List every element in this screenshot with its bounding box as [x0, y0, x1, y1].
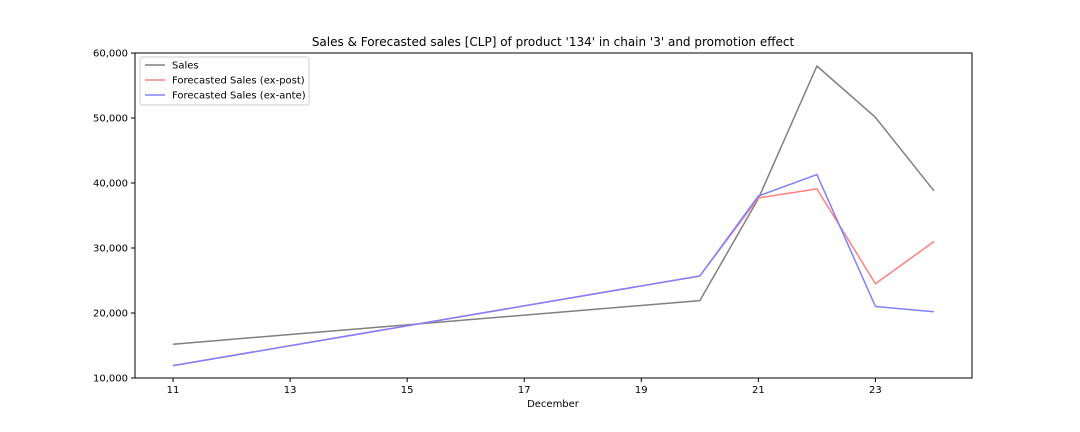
x-tick-label: 23 — [869, 385, 882, 396]
series-line-forecasted-sales-ex-ante — [172, 173, 935, 367]
y-tick-label: 50,000 — [93, 114, 128, 125]
plot-area — [134, 52, 973, 379]
y-axis: 10,000 20,000 30,000 40,000 50,000 60,000 — [93, 49, 135, 385]
x-tick-label: 11 — [167, 385, 180, 396]
plot-frame — [134, 52, 973, 379]
y-tick-label: 10,000 — [93, 374, 128, 385]
legend-label: Sales — [172, 61, 199, 72]
y-tick-label: 60,000 — [93, 49, 128, 60]
x-tick-label: 15 — [401, 385, 414, 396]
x-tick-label: 21 — [752, 385, 765, 396]
chart-title: Sales & Forecasted sales [CLP] of produc… — [312, 35, 795, 49]
y-tick-label: 40,000 — [93, 179, 128, 190]
series-layer — [172, 65, 935, 367]
legend-box — [139, 56, 310, 106]
y-tick-label: 30,000 — [93, 244, 128, 255]
x-tick-label: 17 — [518, 385, 531, 396]
series-line-sales — [172, 65, 935, 345]
x-axis: 11 13 15 17 19 21 23 — [167, 378, 882, 396]
legend: Sales Forecasted Sales (ex-post) Forecaste… — [139, 56, 310, 106]
y-tick-label: 20,000 — [93, 309, 128, 320]
x-tick-label: 19 — [635, 385, 648, 396]
legend-label: Forecasted Sales (ex-ante) — [172, 91, 306, 102]
x-axis-title: December — [527, 399, 580, 410]
legend-label: Forecasted Sales (ex-post) — [172, 76, 305, 87]
x-tick-label: 13 — [284, 385, 297, 396]
